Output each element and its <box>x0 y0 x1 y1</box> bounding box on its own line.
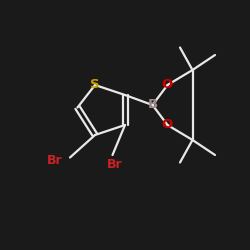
Text: Br: Br <box>47 154 63 166</box>
Text: S: S <box>90 78 100 92</box>
Text: Br: Br <box>107 158 123 172</box>
Text: O: O <box>162 78 173 92</box>
Text: B: B <box>148 98 158 112</box>
Text: O: O <box>162 118 173 132</box>
